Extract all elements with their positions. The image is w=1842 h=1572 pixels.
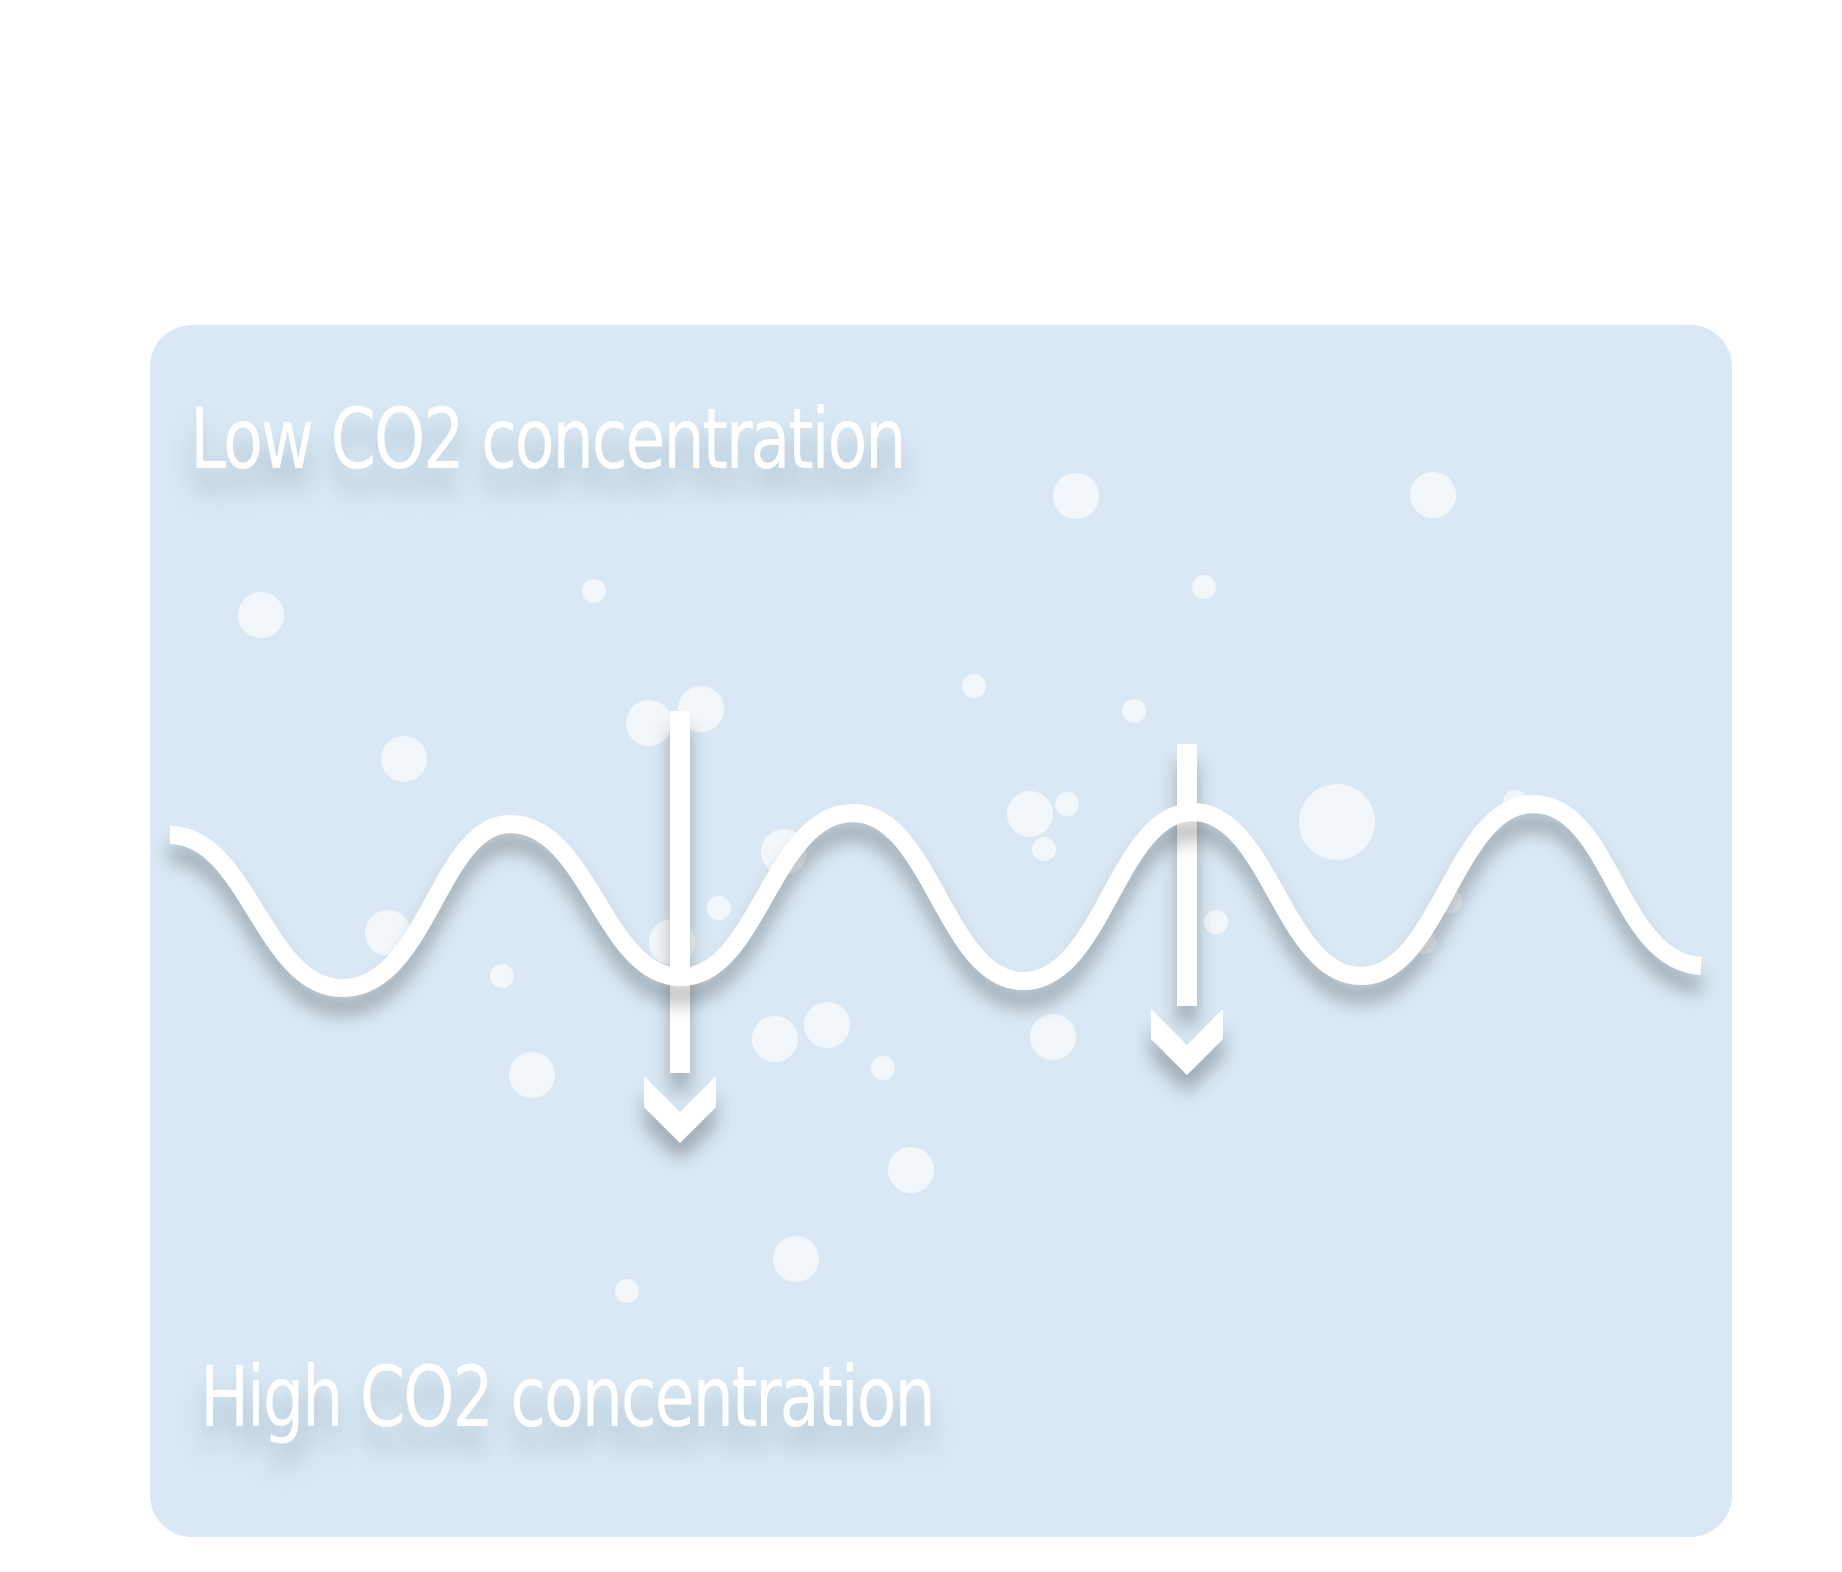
co2-bubble [804, 1002, 850, 1048]
co2-bubble [582, 579, 606, 603]
co2-bubble [752, 1016, 798, 1062]
co2-bubble [1122, 699, 1146, 723]
wavy-surface-line [169, 794, 1703, 998]
co2-bubble [490, 964, 514, 988]
co2-bubble [381, 736, 427, 782]
diagram-panel: Low CO2 concentration High CO2 concentra… [150, 325, 1732, 1537]
co2-bubble [962, 674, 986, 698]
co2-bubble [1410, 472, 1456, 518]
low-concentration-label: Low CO2 concentration [190, 390, 907, 488]
co2-bubble [1055, 792, 1079, 816]
co2-bubble [1204, 910, 1228, 934]
high-concentration-label: High CO2 concentration [200, 1348, 936, 1446]
co2-bubble [1007, 791, 1053, 837]
co2-bubble [871, 1056, 895, 1080]
bubble-group [238, 472, 1527, 1303]
co2-bubble [626, 700, 672, 746]
co2-bubble [1032, 837, 1056, 861]
co2-bubble [773, 1236, 819, 1282]
co2-bubble [238, 592, 284, 638]
co2-bubble [509, 1052, 555, 1098]
co2-bubble [1053, 473, 1099, 519]
arrow-down-icon [1151, 744, 1223, 1075]
co2-bubble [888, 1147, 934, 1193]
co2-bubble [1299, 784, 1375, 860]
co2-bubble [707, 896, 731, 920]
co2-bubble [1192, 575, 1216, 599]
co2-bubble [615, 1279, 639, 1303]
diagram-canvas [169, 472, 1703, 1303]
co2-bubble [1030, 1014, 1076, 1060]
